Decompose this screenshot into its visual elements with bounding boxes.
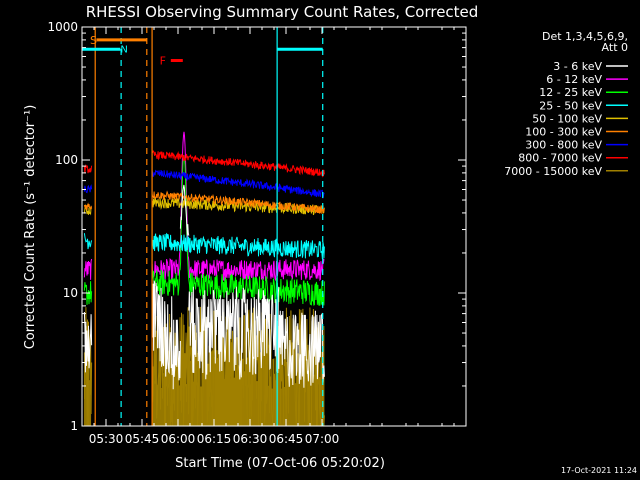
legend-header-line-2: Att 0 [602,41,628,54]
series-trace [83,164,93,174]
series-trace [151,169,325,199]
y-tick-label: 1 [70,419,78,433]
series-trace [83,281,93,305]
x-tick-label: 05:45 [125,432,160,446]
series-12-25-keV [83,155,325,306]
series-100-300-keV [83,190,325,214]
series-trace [179,184,190,236]
x-axis-label: Start Time (07-Oct-06 05:20:02) [175,456,385,471]
series-trace [83,202,93,211]
legend-label: 6 - 12 keV [546,73,602,86]
legend-label: 800 - 7000 keV [518,152,602,165]
y-axis-label: Corrected Count Rate (s⁻¹ detector⁻¹) [23,105,38,350]
saa-label: S [90,34,97,47]
x-tick-label: 06:00 [161,432,196,446]
series-trace [151,155,325,306]
series-trace [83,311,93,373]
series-trace [83,184,93,194]
x-tick-label: 06:45 [269,432,304,446]
series-trace [172,319,181,390]
series-trace [151,190,325,214]
legend-label: 7000 - 15000 keV [504,165,602,178]
legend-label: 12 - 25 keV [539,86,602,99]
series-trace [278,310,325,388]
legend-label: 25 - 50 keV [539,99,602,112]
series-trace [151,232,325,259]
legend-header-line-1: Det 1,3,4,5,6,9, [542,30,628,43]
x-tick-label: 06:30 [233,432,268,446]
series-3-6-keV [83,184,325,390]
flare-label: F [160,54,166,67]
x-tick-label: 05:30 [89,432,124,446]
axis-layer: 05:30 05:45 06:00 06:15 06:30 06:45 07:00 1 10 10… [47,20,466,446]
y-tick-label: 100 [55,153,78,167]
timestamp: 17-Oct-2021 11:24 [561,466,637,475]
series-trace [188,286,280,380]
chart-title: RHESSI Observing Summary Count Rates, Co… [86,3,479,21]
y-tick-label: 1000 [47,20,78,34]
series-trace [151,280,174,377]
legend-label: 50 - 100 keV [532,112,602,125]
y-tick-label: 10 [63,286,78,300]
marker-layer: S N F [82,27,324,426]
legend-label: 100 - 300 keV [525,126,602,139]
night-label: N [120,44,127,55]
series-trace [83,233,93,250]
series-trace [151,196,325,216]
series-25-50-keV [83,232,325,259]
series-300-800-keV [83,169,325,199]
series-800-7000-keV [83,150,325,178]
legend-label: 300 - 800 keV [525,139,602,152]
legend-label: 3 - 6 keV [553,60,602,73]
x-tick-label: 06:15 [197,432,232,446]
series-trace [151,150,325,178]
x-tick-label: 07:00 [305,432,340,446]
series-trace [83,258,93,280]
